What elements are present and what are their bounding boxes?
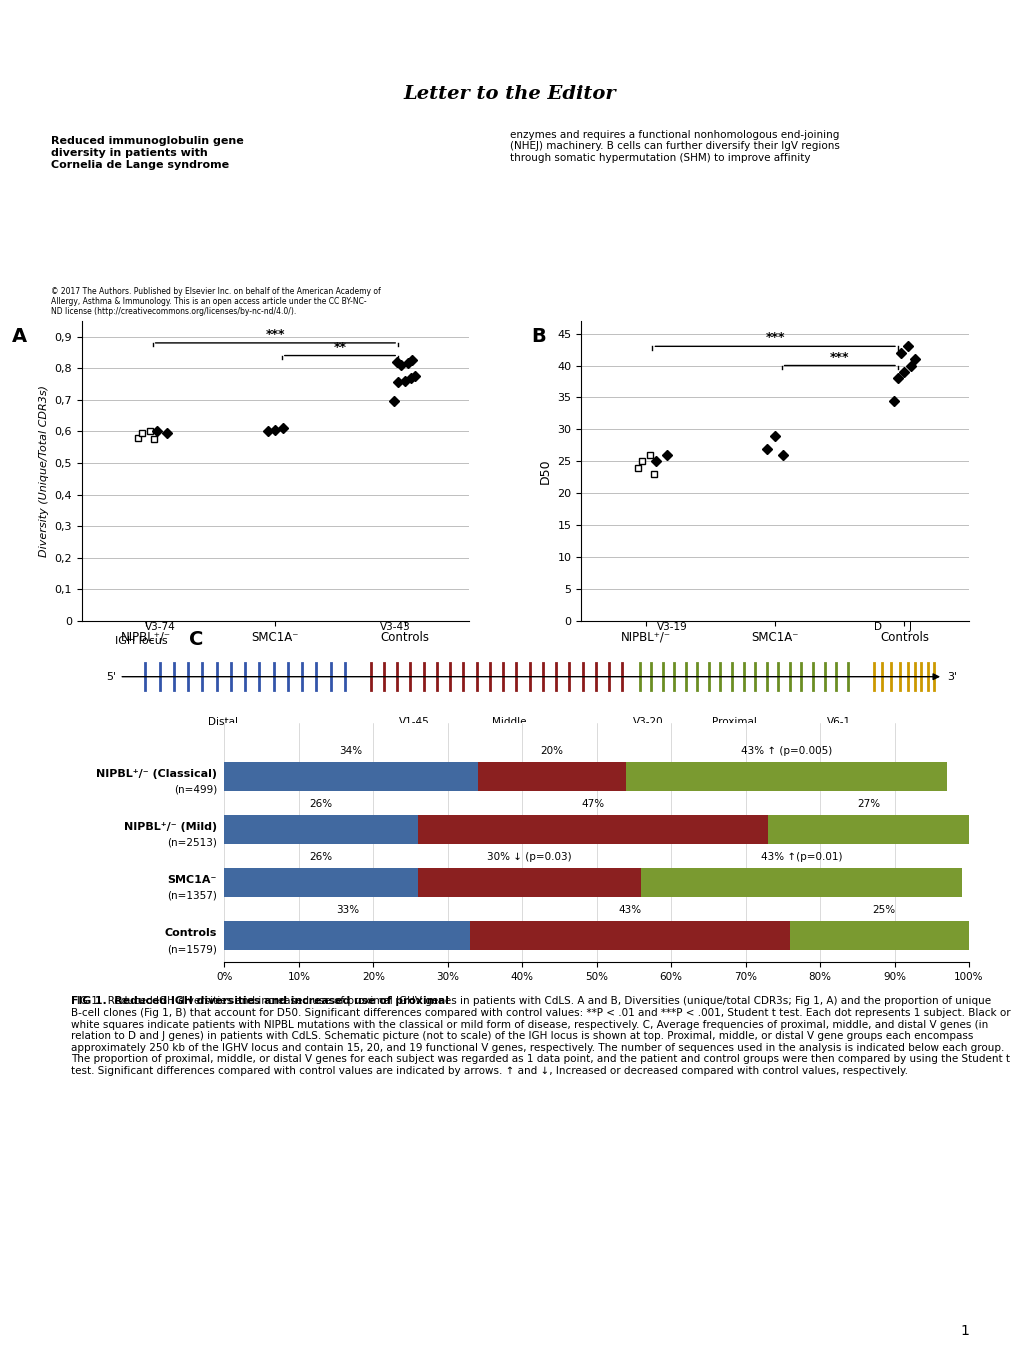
Text: (n=2513): (n=2513)	[167, 838, 217, 848]
Text: 43% ↑ (p=0.005): 43% ↑ (p=0.005)	[740, 745, 832, 756]
Bar	[418, 815, 767, 844]
Y-axis label: Diversity (Unique/Total CDR3s): Diversity (Unique/Total CDR3s)	[39, 385, 49, 557]
Text: ARTICLE IN PRESS: ARTICLE IN PRESS	[404, 22, 615, 40]
Text: **: **	[333, 341, 346, 354]
Text: 27%: 27%	[856, 799, 879, 808]
Text: 26%: 26%	[310, 852, 332, 861]
Text: 33%: 33%	[335, 905, 359, 915]
Text: SMC1A⁻: SMC1A⁻	[167, 875, 217, 885]
Text: J: J	[908, 622, 910, 632]
Text: V3-19: V3-19	[656, 622, 687, 632]
Text: (n=1579): (n=1579)	[167, 945, 217, 954]
Text: Proximal: Proximal	[712, 717, 756, 726]
Bar	[224, 762, 477, 792]
Text: FIG 1.  Reduced IGH diversities and increased use of proximal IGHV genes in pati: FIG 1. Reduced IGH diversities and incre…	[71, 996, 1010, 1076]
Text: (n=499): (n=499)	[173, 785, 217, 794]
Text: ***: ***	[265, 329, 285, 341]
Text: (n=1357): (n=1357)	[167, 891, 217, 901]
Text: 30% ↓ (p=0.03): 30% ↓ (p=0.03)	[487, 852, 572, 861]
Bar	[418, 868, 641, 897]
Text: ***: ***	[829, 351, 849, 363]
Text: enzymes and requires a functional nonhomologous end-joining
(NHEJ) machinery. B : enzymes and requires a functional nonhom…	[510, 130, 839, 162]
Bar	[477, 762, 626, 792]
Bar	[626, 762, 946, 792]
Text: 25%: 25%	[871, 905, 894, 915]
Text: 43% ↑(p=0.01): 43% ↑(p=0.01)	[760, 852, 842, 861]
Text: 43%: 43%	[619, 905, 641, 915]
Text: Reduced immunoglobulin gene
diversity in patients with
Cornelia de Lange syndrom: Reduced immunoglobulin gene diversity in…	[51, 136, 244, 169]
Text: 3': 3'	[947, 672, 957, 681]
Text: V1-45: V1-45	[398, 717, 429, 726]
Text: 26%: 26%	[310, 799, 332, 808]
Text: 20%: 20%	[540, 745, 562, 756]
Bar	[641, 868, 961, 897]
Bar	[224, 868, 418, 897]
Text: Letter to the Editor: Letter to the Editor	[404, 85, 615, 104]
Text: 47%: 47%	[581, 799, 604, 808]
Text: 34%: 34%	[339, 745, 362, 756]
Text: 5': 5'	[106, 672, 116, 681]
Text: IGH locus: IGH locus	[115, 636, 167, 646]
Text: Distal: Distal	[208, 717, 238, 726]
Bar	[470, 921, 790, 950]
Text: NIPBL⁺/⁻ (Classical): NIPBL⁺/⁻ (Classical)	[96, 768, 217, 779]
Text: V6-1: V6-1	[826, 717, 850, 726]
Text: V3-20: V3-20	[632, 717, 663, 726]
Bar	[224, 921, 470, 950]
Text: Middle: Middle	[492, 717, 526, 726]
Text: V3-43: V3-43	[379, 622, 410, 632]
Text: © 2017 The Authors. Published by Elsevier Inc. on behalf of the American Academy: © 2017 The Authors. Published by Elsevie…	[51, 287, 380, 317]
Text: B: B	[531, 326, 545, 345]
Text: 1: 1	[959, 1324, 968, 1338]
Bar	[790, 921, 975, 950]
Text: NIPBL⁺/⁻ (Mild): NIPBL⁺/⁻ (Mild)	[123, 822, 217, 831]
Text: D: D	[873, 622, 880, 632]
Text: FIG 1.  Reduced IGH diversities and increased use of proximal: FIG 1. Reduced IGH diversities and incre…	[71, 996, 452, 1006]
Text: C: C	[189, 629, 203, 648]
Y-axis label: D50: D50	[538, 459, 551, 483]
Text: Controls: Controls	[164, 928, 217, 938]
Text: A: A	[12, 326, 26, 345]
Text: V3-74: V3-74	[146, 622, 176, 632]
Bar	[224, 815, 418, 844]
Text: ***: ***	[764, 332, 785, 344]
Bar	[767, 815, 968, 844]
